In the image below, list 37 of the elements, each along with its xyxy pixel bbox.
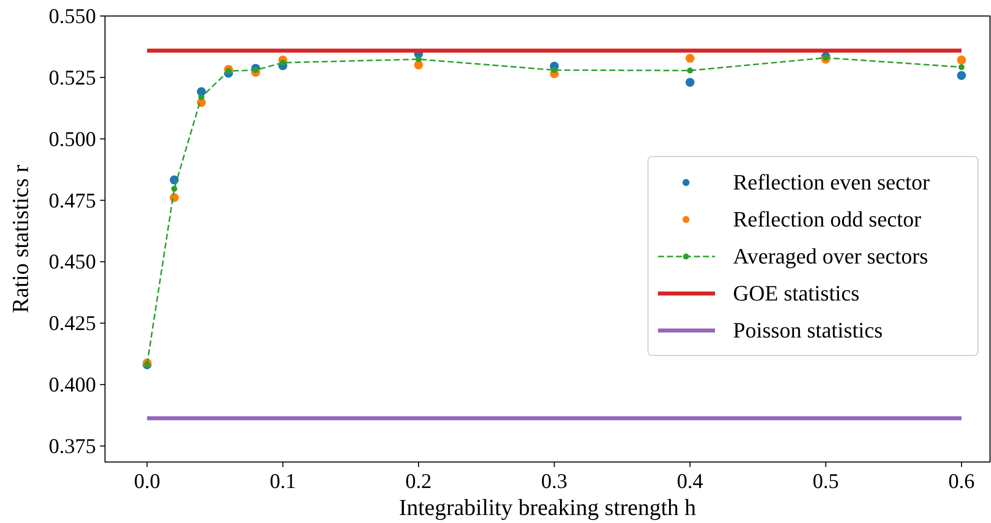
y-tick-label: 0.400	[48, 372, 96, 397]
x-tick-label: 0.0	[134, 469, 160, 493]
x-tick-label: 0.6	[948, 469, 975, 493]
y-tick-label: 0.375	[48, 434, 96, 458]
point	[822, 54, 829, 61]
legend-label: Averaged over sectors	[733, 244, 928, 268]
x-tick-label: 0.3	[541, 469, 568, 493]
y-tick-label: 0.425	[48, 311, 96, 336]
point	[956, 55, 966, 64]
y-axis-title: Ratio statistics r	[8, 164, 33, 314]
point	[958, 64, 964, 70]
legend-label: Reflection even sector	[733, 170, 930, 194]
y-tick-label: 0.475	[48, 188, 96, 212]
x-tick-label: 0.1	[270, 469, 296, 493]
point	[280, 60, 286, 66]
point	[956, 70, 966, 80]
x-tick-label: 0.5	[812, 469, 839, 493]
point	[171, 186, 178, 192]
point	[414, 60, 424, 70]
y-tick-label: 0.525	[48, 65, 96, 90]
point	[416, 56, 422, 62]
x-tick-label: 0.4	[676, 469, 704, 493]
y-tick-label: 0.500	[48, 126, 96, 151]
y-tick-label: 0.450	[48, 250, 96, 274]
point	[686, 78, 695, 87]
point	[686, 54, 695, 63]
point	[198, 94, 204, 100]
x-axis-title: Integrability breaking strength h	[398, 495, 696, 520]
x-tick-label: 0.2	[405, 469, 432, 493]
y-tick-label: 0.550	[48, 4, 96, 28]
point	[226, 68, 232, 74]
point	[551, 67, 558, 74]
legend-label: GOE statistics	[733, 280, 860, 306]
legend-label: Reflection odd sector	[733, 206, 922, 232]
point	[252, 67, 259, 74]
legend-label: Poisson statistics	[733, 318, 883, 342]
point	[687, 68, 694, 74]
